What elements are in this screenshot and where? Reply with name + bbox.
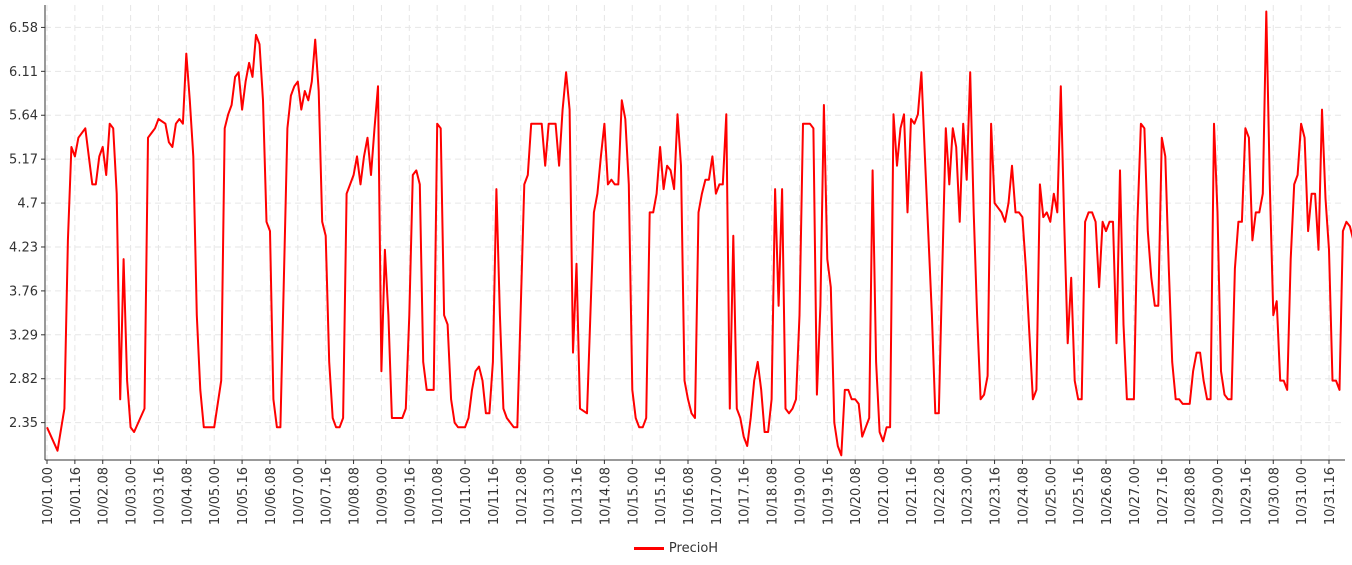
x-tick-label: 10/18.08 (766, 467, 781, 525)
x-tick-label: 10/23.16 (989, 467, 1004, 525)
x-tick-label: 10/29.16 (1239, 467, 1254, 525)
y-tick-label: 2.35 (9, 416, 38, 431)
x-tick-label: 10/19.16 (821, 467, 836, 525)
gridlines (45, 5, 1345, 460)
x-tick-label: 10/13.00 (543, 467, 558, 525)
x-tick-label: 10/07.00 (292, 467, 307, 525)
x-tick-label: 10/24.08 (1016, 467, 1031, 525)
x-tick-label: 10/31.16 (1323, 467, 1338, 525)
series-line-precioh (46, 10, 1352, 457)
x-tick-label: 10/17.16 (738, 467, 753, 525)
x-tick-label: 10/02.08 (97, 467, 112, 525)
y-tick-label: 6.11 (9, 65, 38, 80)
series-lines (46, 10, 1352, 457)
y-tick-label: 3.76 (9, 284, 38, 299)
legend-label: PrecioH (668, 540, 719, 556)
x-tick-label: 10/11.16 (487, 467, 502, 525)
legend-item-precioh: PrecioH (633, 540, 719, 556)
x-tick-label: 10/05.00 (208, 467, 223, 525)
y-tick-label: 2.82 (9, 372, 38, 387)
y-tick-label: 4.23 (9, 240, 38, 255)
legend-swatch (633, 546, 664, 550)
x-tick-label: 10/25.00 (1044, 467, 1059, 525)
y-tick-label: 5.64 (9, 109, 38, 124)
x-tick-label: 10/26.08 (1100, 467, 1115, 525)
x-tick-label: 10/12.08 (515, 467, 530, 525)
x-tick-label: 10/19.00 (793, 467, 808, 525)
x-tick-label: 10/08.08 (348, 467, 363, 525)
x-tick-label: 10/05.16 (236, 467, 251, 525)
x-tick-label: 10/01.16 (69, 467, 84, 525)
x-tick-label: 10/31.00 (1295, 467, 1310, 525)
y-tick-label: 3.29 (9, 328, 38, 343)
x-tick-label: 10/13.16 (571, 467, 586, 525)
x-tick-label: 10/06.08 (264, 467, 279, 525)
x-tick-label: 10/11.00 (459, 467, 474, 525)
x-tick-label: 10/07.16 (320, 467, 335, 525)
x-tick-label: 10/03.16 (152, 467, 167, 525)
axes (41, 5, 1345, 464)
x-tick-label: 10/20.08 (849, 467, 864, 525)
x-tick-label: 10/21.00 (877, 467, 892, 525)
x-tick-label: 10/17.00 (710, 467, 725, 525)
x-tick-label: 10/09.16 (403, 467, 418, 525)
x-tick-label: 10/15.16 (654, 467, 669, 525)
x-tick-label: 10/01.00 (41, 467, 56, 525)
x-tick-labels: 10/01.00 10/01.16 10/02.08 10/03.00 10/03.16… (41, 467, 1338, 525)
x-tick-label: 10/09.00 (375, 467, 390, 525)
y-tick-label: 5.17 (9, 153, 38, 168)
x-tick-label: 10/28.08 (1184, 467, 1199, 525)
x-tick-label: 10/30.08 (1267, 467, 1282, 525)
x-tick-label: 10/04.08 (180, 467, 195, 525)
x-tick-label: 10/21.16 (905, 467, 920, 525)
x-tick-label: 10/16.08 (682, 467, 697, 525)
x-tick-label: 10/27.16 (1156, 467, 1171, 525)
x-tick-label: 10/25.16 (1072, 467, 1087, 525)
x-tick-label: 10/03.00 (125, 467, 140, 525)
y-tick-label: 6.58 (9, 21, 38, 36)
x-tick-label: 10/15.00 (626, 467, 641, 525)
x-tick-label: 10/27.00 (1128, 467, 1143, 525)
x-tick-label: 10/22.08 (933, 467, 948, 525)
x-tick-label: 10/23.00 (961, 467, 976, 525)
legend: PrecioH (0, 537, 1352, 559)
x-tick-label: 10/14.08 (598, 467, 613, 525)
y-tick-label: 4.7 (17, 197, 38, 212)
x-tick-label: 10/10.08 (431, 467, 446, 525)
y-tick-labels: 2.35 2.82 3.29 3.76 4.23 4.7 5.17 5.64 6.11 6.58 (9, 21, 38, 431)
x-tick-label: 10/29.00 (1212, 467, 1227, 525)
